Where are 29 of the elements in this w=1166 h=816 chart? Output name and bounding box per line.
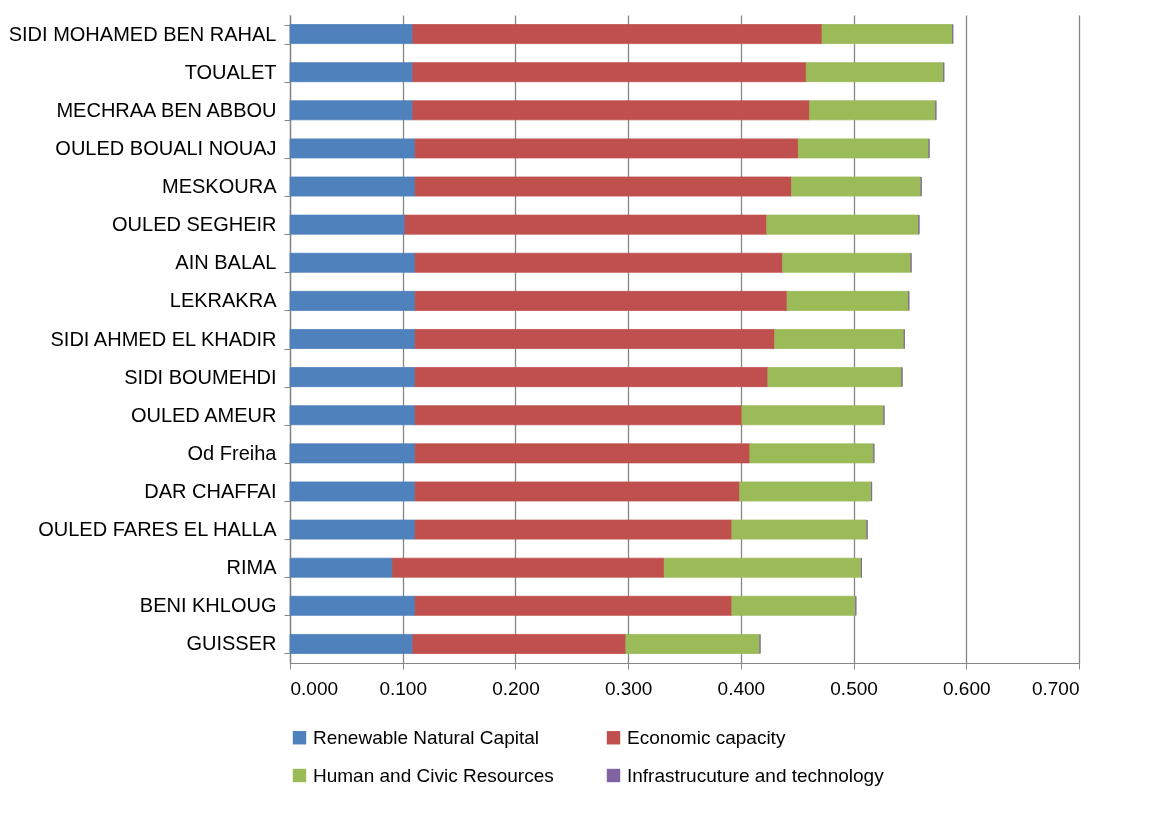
y-tick-label: RIMA <box>226 556 278 579</box>
y-tick-label: Od Freiha <box>187 441 278 464</box>
y-tick-label: OULED AMEUR <box>130 403 277 426</box>
x-tick-label: 0.400 <box>717 677 766 699</box>
y-tick-label: MECHRAA BEN ABBOU <box>56 98 277 121</box>
y-tick-label: OULED BOUALI NOUAJ <box>55 136 277 159</box>
x-tick-label: 0.300 <box>604 677 653 699</box>
x-tick-label: 0.000 <box>290 677 339 699</box>
y-tick-label: DAR CHAFFAI <box>144 479 277 502</box>
legend-label: Infrastrucuture and technology <box>627 764 885 786</box>
y-tick-label: OULED FARES EL HALLA <box>38 518 278 541</box>
legend-label: Renewable Natural Capital <box>313 726 540 748</box>
x-tick-label: 0.600 <box>943 677 991 699</box>
y-tick-label: SIDI AHMED EL KHADIR <box>50 327 277 350</box>
y-tick-label: LEKRAKRA <box>169 289 278 312</box>
x-tick-label: 0.100 <box>379 677 427 699</box>
y-tick-label: TOUALET <box>184 60 277 83</box>
y-tick-label: AIN BALAL <box>175 251 277 274</box>
x-tick-label: 0.500 <box>830 677 878 699</box>
y-tick-label: GUISSER <box>186 632 277 655</box>
y-tick-label: MESKOURA <box>162 175 278 198</box>
legend-label: Human and Civic Resources <box>313 764 554 786</box>
y-tick-label: OULED SEGHEIR <box>112 213 277 236</box>
y-tick-label: SIDI BOUMEHDI <box>124 365 277 388</box>
legend-label: Economic capacity <box>627 726 786 748</box>
y-tick-label: SIDI MOHAMED BEN RAHAL <box>8 22 277 45</box>
y-tick-label: BENI KHLOUG <box>139 594 277 617</box>
x-tick-label: 0.700 <box>1031 677 1080 699</box>
x-tick-label: 0.200 <box>492 677 540 699</box>
